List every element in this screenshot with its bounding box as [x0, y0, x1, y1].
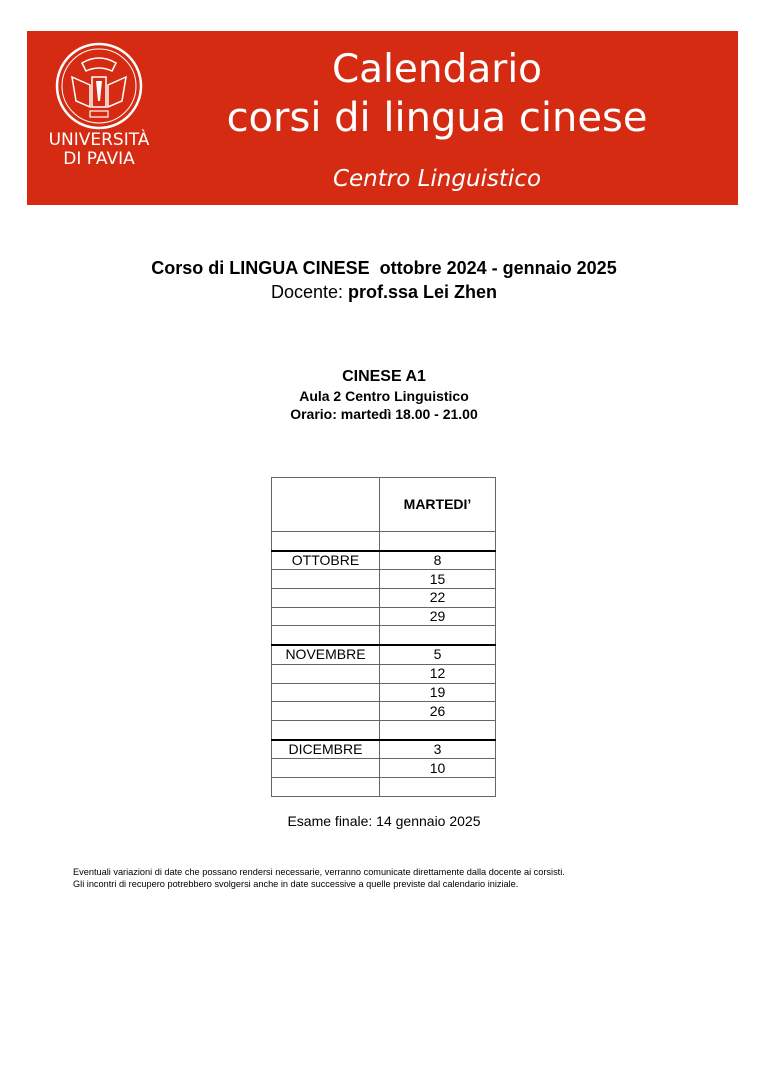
- month-cell: OTTOBRE: [271, 549, 380, 571]
- table-row: NOVEMBRE 5: [271, 644, 496, 665]
- subtitle: Centro Linguistico: [332, 166, 542, 192]
- table-row: 26: [271, 701, 496, 721]
- table-row: [271, 625, 496, 646]
- day-cell: 19: [379, 682, 496, 703]
- table-row: 10: [271, 758, 496, 778]
- logo-line-2: DI PAVIA: [63, 149, 135, 169]
- month-cell: [271, 776, 380, 797]
- day-cell: 10: [379, 758, 496, 778]
- teacher-line: Docente: prof.ssa Lei Zhen: [0, 282, 768, 303]
- table-row: [271, 776, 496, 797]
- day-cell: [379, 530, 496, 552]
- table-row: 29: [271, 606, 496, 627]
- university-name: UNIVERSITÀ DI PAVIA: [41, 131, 157, 169]
- day-cell: [379, 719, 496, 741]
- day-cell: [379, 625, 496, 646]
- month-cell: [271, 663, 380, 684]
- calendar-table: MARTEDI’ OTTOBRE 8 15 22 29 NOVEMBRE 5 12 19 26 DI…: [271, 477, 496, 797]
- table-row: OTTOBRE 8: [271, 549, 496, 571]
- header-day: MARTEDI’: [379, 477, 496, 532]
- month-cell: [271, 719, 380, 741]
- teacher-label: Docente:: [270, 282, 348, 302]
- title-line-1: Calendario: [331, 47, 543, 92]
- university-seal-logo: [55, 42, 143, 130]
- table-header-row: MARTEDI’: [271, 477, 496, 532]
- table-row: 12: [271, 663, 496, 684]
- month-cell: [271, 530, 380, 552]
- day-cell: 29: [379, 606, 496, 627]
- teacher-name: prof.ssa Lei Zhen: [348, 282, 498, 302]
- footnote: Eventuali variazioni di date che possano…: [73, 866, 565, 890]
- header-banner: UNIVERSITÀ DI PAVIA Calendario corsi di …: [27, 31, 738, 205]
- month-cell: [271, 625, 380, 646]
- note-line-2: Gli incontri di recupero potrebbero svol…: [73, 879, 519, 889]
- month-cell: [271, 588, 380, 608]
- table-row: DICEMBRE 3: [271, 738, 496, 760]
- month-cell: NOVEMBRE: [271, 644, 380, 665]
- course-level: CINESE A1: [342, 368, 426, 385]
- title-line-2: corsi di lingua cinese: [226, 95, 648, 141]
- logo-line-1: UNIVERSITÀ: [48, 130, 150, 150]
- table-row: [271, 719, 496, 741]
- table-row: 22: [271, 588, 496, 608]
- day-cell: 5: [379, 644, 496, 665]
- day-cell: 15: [379, 569, 496, 590]
- month-cell: [271, 569, 380, 590]
- month-cell: DICEMBRE: [271, 738, 380, 760]
- table-row: 19: [271, 682, 496, 703]
- month-cell: [271, 701, 380, 721]
- month-cell: [271, 758, 380, 778]
- month-cell: [271, 606, 380, 627]
- course-room: Aula 2 Centro Linguistico: [299, 388, 469, 404]
- day-cell: 12: [379, 663, 496, 684]
- course-schedule: Orario: martedì 18.00 - 21.00: [290, 406, 478, 422]
- day-cell: 3: [379, 738, 496, 760]
- note-line-1: Eventuali variazioni di date che possano…: [73, 867, 565, 877]
- day-cell: 26: [379, 701, 496, 721]
- day-cell: [379, 776, 496, 797]
- final-exam: Esame finale: 14 gennaio 2025: [287, 813, 481, 829]
- table-row: 15: [271, 569, 496, 590]
- month-cell: [271, 682, 380, 703]
- day-cell: 22: [379, 588, 496, 608]
- day-cell: 8: [379, 549, 496, 571]
- table-row: [271, 530, 496, 552]
- course-title: Corso di LINGUA CINESE ottobre 2024 - ge…: [151, 258, 617, 278]
